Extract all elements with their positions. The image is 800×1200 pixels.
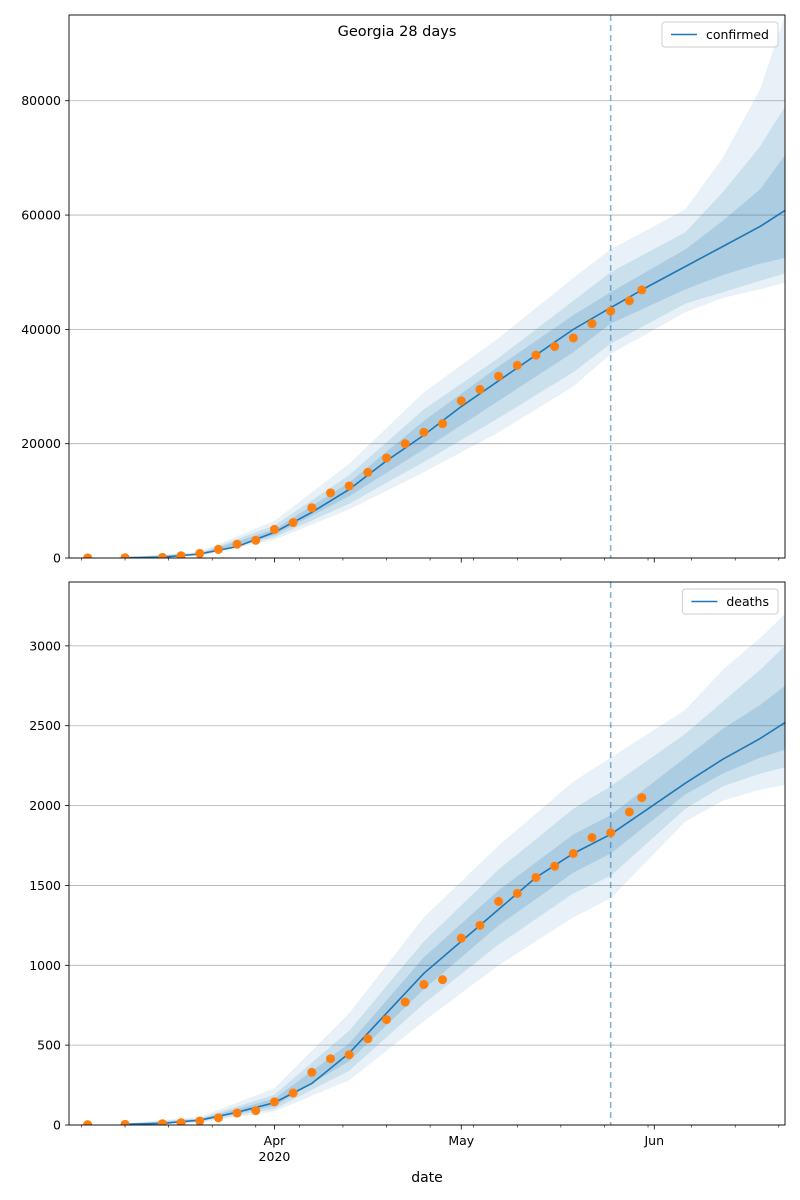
observed-point xyxy=(288,518,298,528)
observed-point xyxy=(637,793,647,803)
observed-point xyxy=(587,319,597,329)
observed-point xyxy=(344,1050,354,1060)
observed-point xyxy=(419,979,429,989)
observed-point xyxy=(382,1015,392,1025)
x-tick-label: Apr xyxy=(264,1133,286,1148)
observed-point xyxy=(344,481,354,491)
y-tick-label: 1000 xyxy=(29,958,61,973)
observed-point xyxy=(512,888,522,898)
plot-area xyxy=(83,15,785,558)
observed-point xyxy=(325,1054,335,1064)
observed-point xyxy=(195,548,205,558)
observed-point xyxy=(637,285,647,295)
observed-point xyxy=(213,1113,223,1123)
observed-point xyxy=(251,1106,261,1116)
observed-point xyxy=(195,1116,205,1125)
observed-point xyxy=(494,371,504,381)
legend-label: deaths xyxy=(726,594,769,609)
observed-point xyxy=(475,384,485,394)
observed-point xyxy=(288,1088,298,1098)
observed-point xyxy=(382,453,392,463)
y-tick-label: 2500 xyxy=(29,718,61,733)
observed-point xyxy=(157,552,167,558)
legend-label: confirmed xyxy=(706,27,769,42)
observed-point xyxy=(232,1108,242,1118)
observed-point xyxy=(120,553,130,558)
observed-point xyxy=(456,396,466,406)
observed-point xyxy=(400,997,410,1007)
plot-frame xyxy=(68,14,786,559)
y-tick-label: 20000 xyxy=(21,436,61,451)
observed-point xyxy=(456,933,466,943)
observed-point xyxy=(606,828,616,838)
observed-point xyxy=(568,333,578,343)
uncertainty-band-80 xyxy=(125,106,785,558)
observed-point xyxy=(83,553,93,558)
legend: deaths xyxy=(681,588,779,615)
legend-box xyxy=(681,588,779,615)
observed-point xyxy=(419,427,429,437)
observed-point xyxy=(475,920,485,930)
observed-point xyxy=(438,975,448,985)
chart-title: Georgia 28 days xyxy=(338,24,457,40)
observed-point xyxy=(550,861,560,871)
observed-point xyxy=(176,1118,186,1125)
observed-point xyxy=(83,1120,93,1125)
y-tick-label: 3000 xyxy=(29,638,61,653)
x-axis-label: date xyxy=(411,1170,443,1186)
observed-point xyxy=(531,872,541,882)
observed-point xyxy=(400,439,410,449)
y-tick-label: 0 xyxy=(53,551,61,566)
observed-point xyxy=(606,306,616,316)
observed-point xyxy=(550,342,560,352)
y-tick-label: 0 xyxy=(53,1118,61,1133)
confirmed-panel: 0 20000 40000 60000 80000 Georgia 28 days conf… xyxy=(21,14,786,566)
x-tick-label: May xyxy=(448,1133,474,1148)
y-tick-label: 80000 xyxy=(21,93,61,108)
observed-point xyxy=(568,849,578,858)
uncertainty-band-95 xyxy=(125,15,785,558)
observed-point xyxy=(624,807,634,817)
observed-point xyxy=(587,833,597,843)
observed-point xyxy=(307,1067,317,1077)
observed-point xyxy=(269,524,279,534)
x-tick-label: Jun xyxy=(643,1133,664,1148)
plot-frame xyxy=(68,581,786,1126)
observed-point xyxy=(363,1034,373,1044)
legend-box xyxy=(661,21,779,48)
observed-point xyxy=(269,1097,279,1107)
y-tick-label: 1500 xyxy=(29,878,61,893)
observed-point xyxy=(531,350,541,360)
observed-point xyxy=(307,503,317,513)
legend: confirmed xyxy=(661,21,779,48)
uncertainty-band-95 xyxy=(125,613,785,1125)
observed-point xyxy=(120,1119,130,1125)
x-tick-sublabel: 2020 xyxy=(259,1149,291,1164)
observed-point xyxy=(438,419,448,429)
observed-point xyxy=(213,544,223,554)
y-tick-label: 60000 xyxy=(21,208,61,223)
y-tick-label: 500 xyxy=(37,1038,61,1053)
observed-point xyxy=(325,488,335,498)
observed-point xyxy=(251,535,261,545)
observed-point xyxy=(157,1119,167,1125)
observed-point xyxy=(363,467,373,477)
observed-point xyxy=(232,539,242,549)
observed-point xyxy=(176,551,186,558)
observed-point xyxy=(624,296,634,306)
plot-area xyxy=(83,582,785,1125)
y-tick-label: 40000 xyxy=(21,322,61,337)
observed-point xyxy=(494,896,504,906)
y-tick-label: 2000 xyxy=(29,798,61,813)
observed-point xyxy=(512,360,522,370)
